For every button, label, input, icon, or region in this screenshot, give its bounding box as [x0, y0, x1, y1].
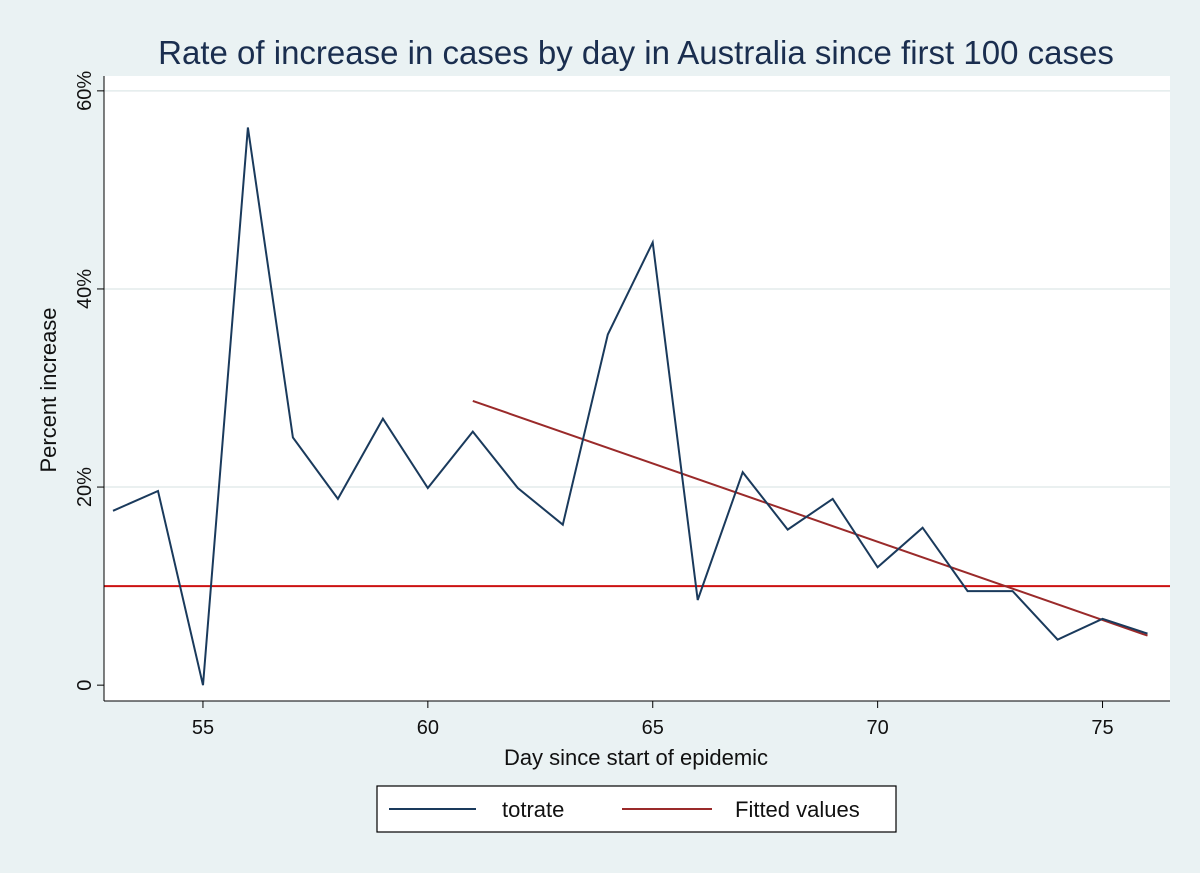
series-line-fitted-values	[472, 399, 1148, 637]
series-group	[112, 127, 1148, 686]
y-tick-label-1: 20%	[74, 467, 96, 507]
y-tick-label-3: 60%	[74, 71, 96, 111]
x-ticks: 55 60 65 70 75	[192, 701, 1114, 739]
x-tick-label-4: 75	[1091, 717, 1113, 739]
x-tick-label-3: 70	[867, 717, 889, 739]
legend-label-totrate: totrate	[502, 797, 564, 822]
legend: totrate Fitted values	[376, 785, 897, 833]
plot-area	[104, 76, 1170, 701]
x-axis-title: Day since start of epidemic	[504, 745, 768, 770]
x-tick-label-0: 55	[192, 717, 214, 739]
chart-title: Rate of increase in cases by day in Aust…	[158, 34, 1114, 71]
y-axis-title: Percent increase	[36, 307, 61, 472]
y-ticks: 0 20% 40% 60%	[74, 71, 104, 691]
y-tick-label-2: 40%	[74, 269, 96, 309]
x-tick-label-2: 65	[642, 717, 664, 739]
x-tick-label-1: 60	[417, 717, 439, 739]
series-line-totrate	[112, 127, 1148, 686]
gridlines	[104, 90, 1170, 488]
y-tick-label-0: 0	[74, 680, 96, 691]
legend-label-fitted: Fitted values	[735, 797, 860, 822]
axes	[103, 76, 1170, 702]
